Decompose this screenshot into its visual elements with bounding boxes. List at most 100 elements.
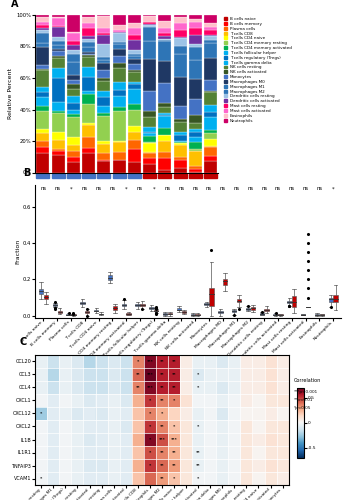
Bar <box>36 28 49 30</box>
Point <box>305 230 311 238</box>
Bar <box>189 78 202 100</box>
Bar <box>158 62 171 83</box>
Bar <box>67 45 80 50</box>
Bar <box>67 162 80 172</box>
Bar <box>128 126 141 132</box>
FancyBboxPatch shape <box>132 198 147 206</box>
Text: *: * <box>149 450 151 454</box>
Bar <box>128 36 141 40</box>
Text: **: ** <box>160 398 164 402</box>
Bar <box>52 114 64 132</box>
Bar <box>174 174 187 178</box>
Point <box>328 304 334 312</box>
Bar <box>158 28 171 34</box>
Text: ns: ns <box>206 186 212 192</box>
Point <box>236 305 242 313</box>
Text: *: * <box>125 186 127 192</box>
Bar <box>128 150 141 162</box>
Point <box>305 248 311 256</box>
Bar <box>320 314 324 315</box>
Text: ***p<0.001: ***p<0.001 <box>294 390 318 394</box>
Text: ICH: ICH <box>151 200 159 205</box>
Bar <box>52 27 64 38</box>
Bar <box>177 308 181 310</box>
Bar <box>143 58 156 91</box>
Bar <box>143 15 156 16</box>
Bar <box>82 94 95 104</box>
Text: ***: *** <box>146 372 153 376</box>
Bar <box>143 132 156 134</box>
Point <box>153 304 159 312</box>
Text: **: ** <box>172 464 176 468</box>
Text: **: ** <box>172 360 176 364</box>
Bar <box>98 144 110 152</box>
Bar <box>113 68 126 82</box>
Bar <box>128 132 141 140</box>
Bar <box>57 311 62 314</box>
Bar <box>36 92 49 96</box>
Bar <box>158 41 171 62</box>
Text: ns: ns <box>233 186 240 192</box>
Bar <box>113 306 117 310</box>
Text: *: * <box>161 412 163 416</box>
Bar <box>158 36 171 38</box>
Bar <box>52 15 64 17</box>
Bar <box>195 314 200 315</box>
Bar <box>82 66 95 77</box>
Y-axis label: Fraction: Fraction <box>15 238 20 264</box>
Bar <box>67 62 80 75</box>
Point <box>153 308 159 316</box>
Bar <box>174 145 187 157</box>
Bar <box>113 82 126 90</box>
Bar <box>143 16 156 22</box>
Bar <box>67 32 80 40</box>
Bar <box>158 115 171 116</box>
Bar <box>67 96 80 103</box>
Bar <box>163 313 168 314</box>
Text: ns: ns <box>109 186 115 192</box>
Bar <box>128 140 141 149</box>
Bar <box>174 141 187 142</box>
Bar <box>67 314 71 315</box>
Point <box>259 308 265 316</box>
Bar <box>98 56 110 59</box>
Text: ns: ns <box>316 186 322 192</box>
Bar <box>204 112 217 116</box>
Bar <box>67 90 80 96</box>
Bar <box>82 153 95 172</box>
Bar <box>98 70 110 78</box>
Bar <box>174 78 187 106</box>
Bar <box>143 143 156 152</box>
Bar <box>174 168 187 172</box>
Point <box>153 302 159 310</box>
Point <box>121 295 127 303</box>
Point <box>66 310 71 318</box>
Bar <box>98 116 110 141</box>
Bar <box>113 108 126 110</box>
Bar <box>143 142 156 143</box>
Text: A: A <box>11 0 19 8</box>
Bar <box>98 97 110 106</box>
Text: ns: ns <box>302 186 309 192</box>
Bar <box>189 138 202 142</box>
Text: ***: *** <box>171 438 177 442</box>
Bar <box>189 149 202 151</box>
Bar <box>158 114 171 115</box>
Bar <box>189 169 202 172</box>
Bar <box>158 21 171 28</box>
Text: *: * <box>70 186 73 192</box>
Point <box>305 257 311 265</box>
Bar <box>158 116 171 128</box>
Bar <box>143 134 156 136</box>
Text: ns: ns <box>54 186 60 192</box>
Bar <box>158 108 171 114</box>
Bar <box>174 160 187 168</box>
Bar <box>143 91 156 111</box>
Bar <box>67 54 80 62</box>
Point <box>209 246 214 254</box>
Point <box>305 294 311 302</box>
Bar <box>128 60 141 64</box>
Text: **: ** <box>160 424 164 428</box>
Text: *: * <box>332 186 334 192</box>
Text: ns: ns <box>289 186 295 192</box>
